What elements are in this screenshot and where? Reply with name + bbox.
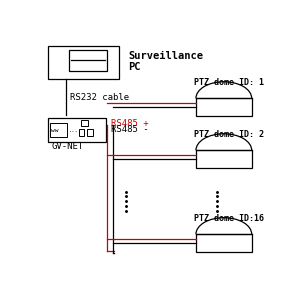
Bar xyxy=(69,50,107,71)
Bar xyxy=(196,98,252,116)
Text: ww: ww xyxy=(51,128,59,133)
Text: Surveillance
PC: Surveillance PC xyxy=(129,51,203,72)
Bar xyxy=(196,234,252,252)
Text: PTZ dome ID: 2: PTZ dome ID: 2 xyxy=(194,130,263,139)
Text: PTZ dome ID: 1: PTZ dome ID: 1 xyxy=(194,78,263,87)
Bar xyxy=(196,150,252,168)
Bar xyxy=(48,46,119,80)
Text: PTZ dome ID:16: PTZ dome ID:16 xyxy=(194,214,263,223)
Bar xyxy=(50,123,67,137)
Text: RS485 -: RS485 - xyxy=(110,125,148,134)
Bar xyxy=(81,120,88,126)
Text: ...: ... xyxy=(69,128,78,133)
Bar xyxy=(48,119,106,142)
Bar xyxy=(87,129,93,136)
Bar xyxy=(79,129,84,136)
Text: GV-NET: GV-NET xyxy=(51,142,84,151)
Text: RS232 cable: RS232 cable xyxy=(70,93,129,102)
Text: RS485 +: RS485 + xyxy=(110,119,148,128)
